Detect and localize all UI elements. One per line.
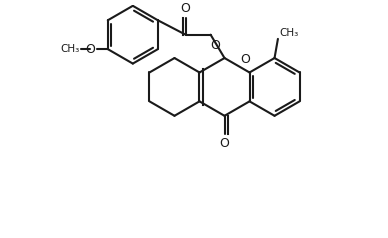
Text: O: O <box>181 2 191 15</box>
Text: O: O <box>240 53 250 66</box>
Text: CH₃: CH₃ <box>61 44 80 54</box>
Text: O: O <box>220 137 229 150</box>
Text: O: O <box>210 40 220 52</box>
Text: O: O <box>86 43 95 56</box>
Text: CH₃: CH₃ <box>280 28 299 38</box>
